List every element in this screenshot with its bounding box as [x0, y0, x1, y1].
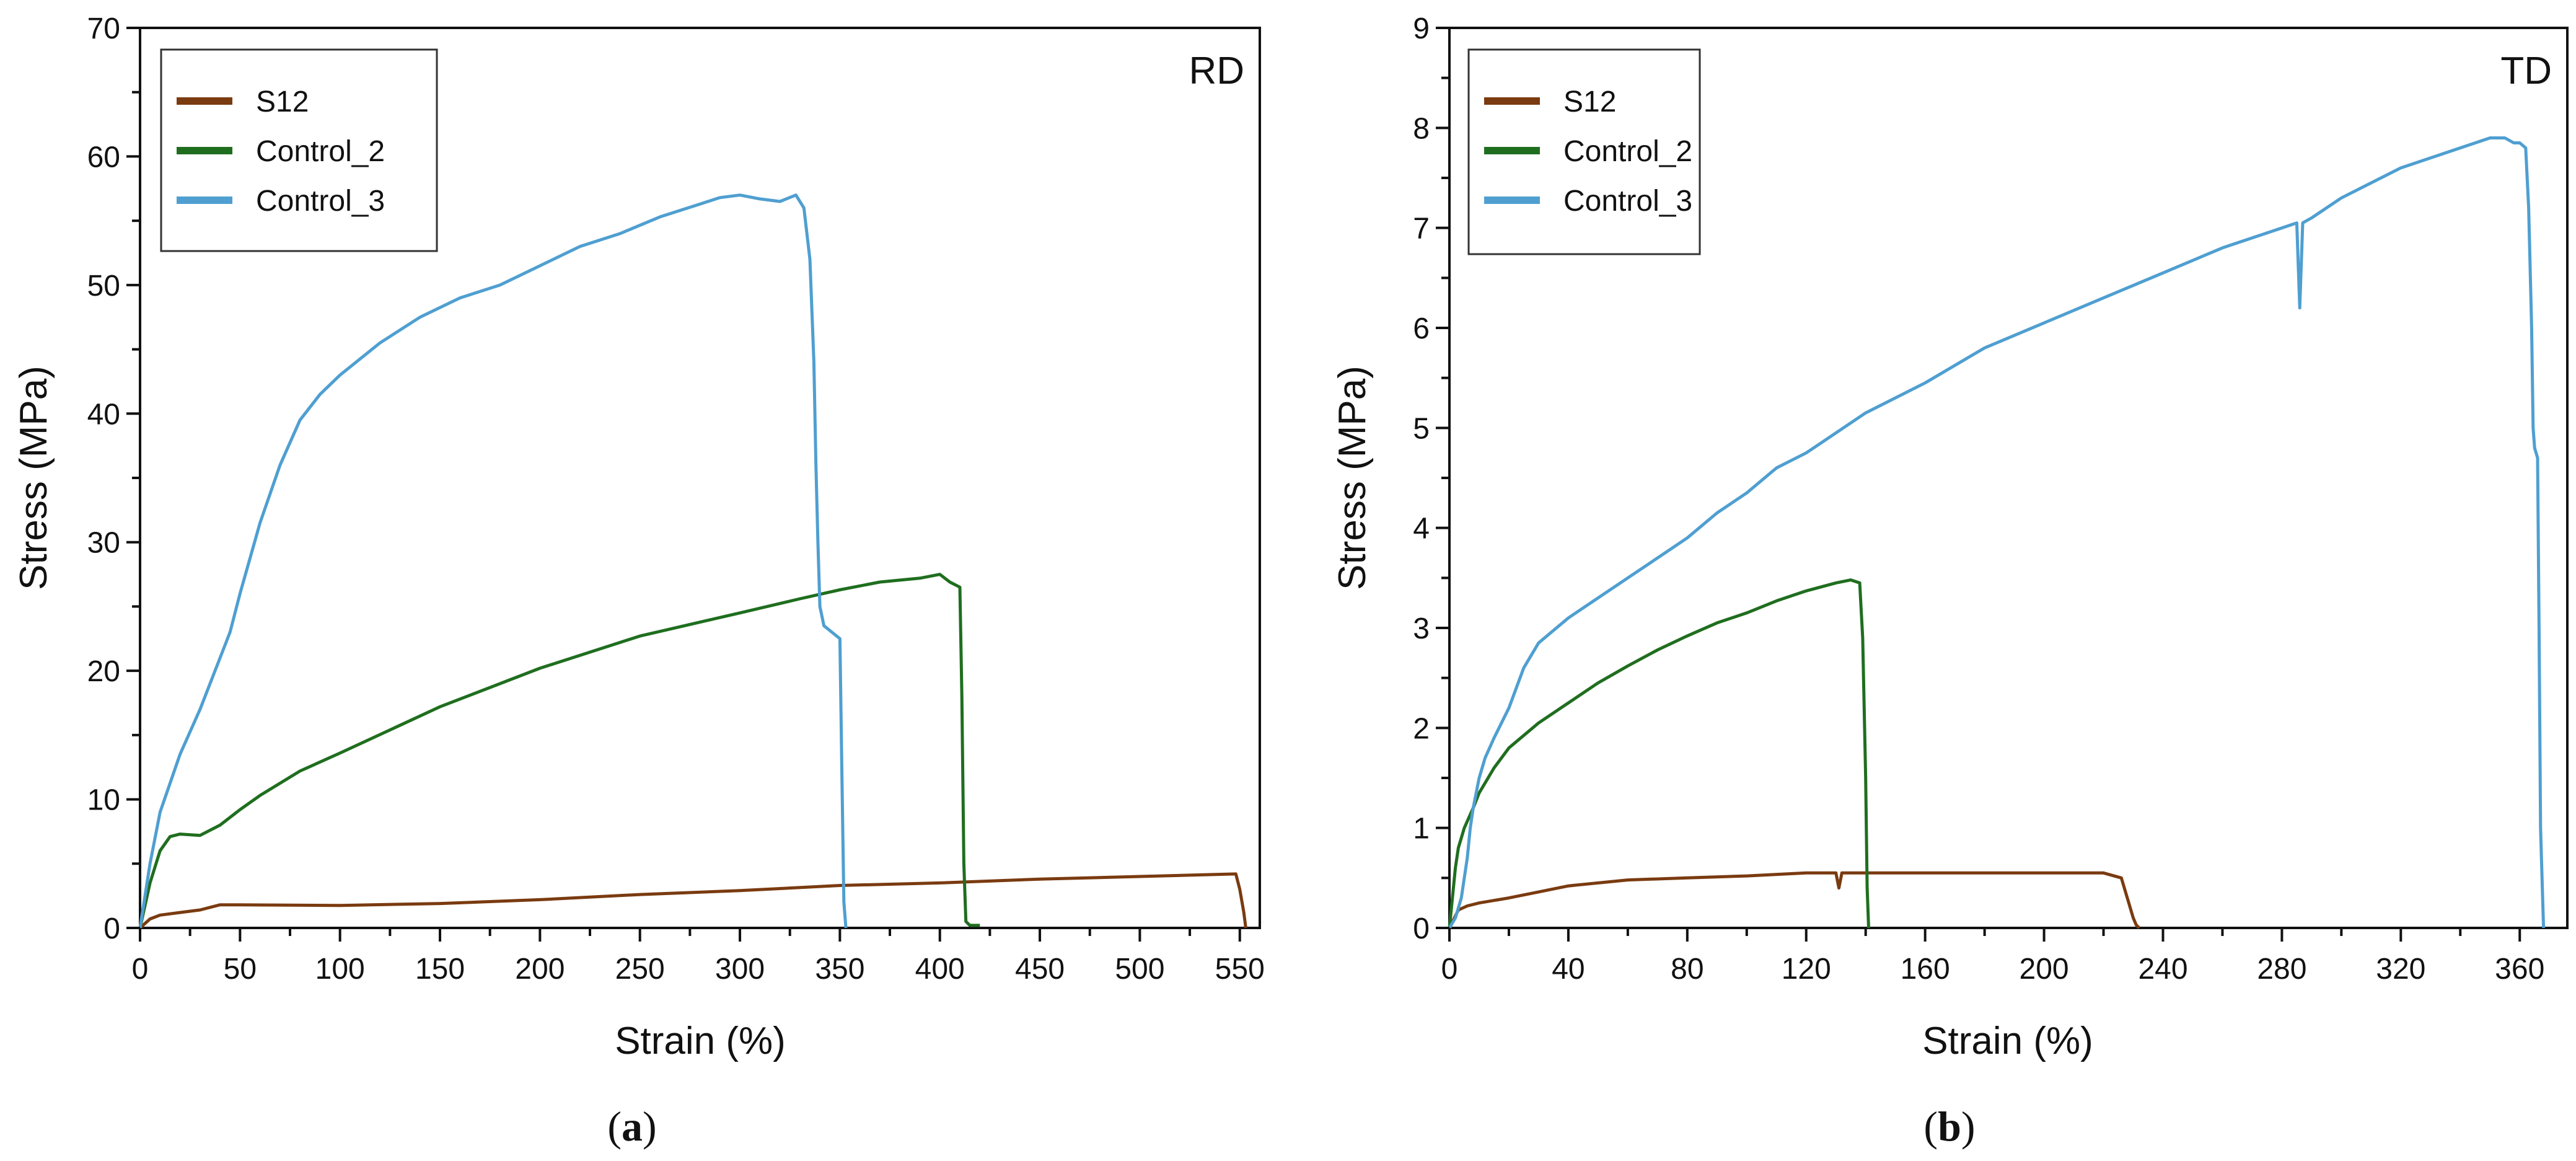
legend-label-control-2: Control_2 [256, 135, 385, 168]
x-tick-label: 240 [2138, 953, 2187, 986]
y-axis-title: Stress (MPa) [12, 366, 55, 590]
caption-letter: b [1938, 1103, 1961, 1150]
panel-label: RD [1189, 50, 1244, 92]
legend-label-control-3: Control_3 [1563, 185, 1692, 218]
x-tick-label: 450 [1015, 953, 1065, 986]
caption-open: ( [607, 1103, 622, 1150]
chart-panel-rd: 0 50 100 150 200 250 300 350 400 450 500 550 0 10 20 30… [12, 12, 1265, 1150]
y-tick-label: 30 [87, 527, 120, 560]
legend: S12 Control_2 Control_3 [160, 48, 438, 252]
legend: S12 Control_2 Control_3 [1467, 48, 1701, 255]
ticks-layer: 0 50 100 150 200 250 300 350 400 450 500 550 0 10 20 30… [87, 12, 1265, 986]
series-line-s12 [139, 872, 1247, 929]
x-tick-label: 280 [2257, 953, 2306, 986]
y-tick-label: 70 [87, 12, 120, 45]
x-tick-label: 160 [1901, 953, 1950, 986]
series-line-s12 [1448, 871, 2140, 929]
x-tick-label: 150 [415, 953, 465, 986]
series-line-control-3 [1448, 136, 2546, 929]
caption-close: ) [643, 1103, 657, 1150]
y-tick-label: 8 [1413, 112, 1430, 145]
x-tick-label: 360 [2495, 953, 2544, 986]
panel-caption: (b) [1923, 1103, 1975, 1150]
x-tick-label: 0 [132, 953, 149, 986]
x-tick-label: 120 [1782, 953, 1831, 986]
x-tick-label: 200 [515, 953, 565, 986]
y-tick-label: 40 [87, 398, 120, 431]
y-tick-label: 6 [1413, 312, 1430, 345]
x-tick-label: 400 [915, 953, 965, 986]
series-layer [1448, 136, 2546, 929]
y-tick-label: 3 [1413, 612, 1430, 645]
series-line-control-3 [138, 193, 848, 929]
legend-label-control-2: Control_2 [1563, 135, 1692, 168]
y-tick-label: 20 [87, 655, 120, 688]
y-tick-label: 60 [87, 141, 120, 174]
x-tick-label: 320 [2376, 953, 2425, 986]
legend-label-control-3: Control_3 [256, 185, 385, 218]
y-tick-label: 10 [87, 784, 120, 817]
series-layer [138, 193, 1247, 929]
x-tick-label: 250 [615, 953, 665, 986]
x-tick-label: 50 [224, 953, 257, 986]
y-tick-label: 5 [1413, 412, 1430, 445]
x-tick-label: 100 [315, 953, 365, 986]
legend-label-s12: S12 [256, 86, 309, 118]
y-tick-label: 0 [103, 912, 120, 945]
y-tick-label: 0 [1413, 912, 1430, 945]
panel-label: TD [2500, 50, 2552, 92]
caption-letter: a [622, 1103, 643, 1150]
x-axis-title: Strain (%) [615, 1020, 786, 1062]
y-axis-title: Stress (MPa) [1331, 366, 1374, 590]
legend-label-s12: S12 [1563, 86, 1616, 118]
x-tick-label: 500 [1115, 953, 1164, 986]
caption-close: ) [1961, 1103, 1976, 1150]
series-line-control-2 [1448, 578, 1870, 929]
x-tick-label: 550 [1215, 953, 1265, 986]
ticks-layer: 0 40 80 120 160 200 240 280 320 360 0 1 2 3 4 5 6 7 8 9 [1413, 12, 2544, 986]
y-tick-label: 1 [1413, 813, 1430, 845]
x-tick-label: 200 [2020, 953, 2069, 986]
x-tick-label: 40 [1552, 953, 1585, 986]
x-axis-title: Strain (%) [1922, 1020, 2093, 1062]
y-tick-label: 7 [1413, 213, 1430, 245]
legend-box [160, 48, 438, 252]
y-tick-label: 9 [1413, 12, 1430, 45]
x-tick-label: 300 [715, 953, 765, 986]
y-tick-label: 50 [87, 270, 120, 302]
caption-open: ( [1923, 1103, 1938, 1150]
y-tick-label: 2 [1413, 712, 1430, 745]
x-tick-label: 80 [1671, 953, 1703, 986]
chart-panel-td: 0 40 80 120 160 200 240 280 320 360 0 1 2 3 4 5 6 7 8 9 Str… [1331, 12, 2569, 1150]
x-tick-label: 350 [815, 953, 864, 986]
y-tick-label: 4 [1413, 513, 1430, 545]
panel-caption: (a) [607, 1103, 656, 1150]
series-line-control-2 [138, 573, 980, 929]
x-tick-label: 0 [1441, 953, 1458, 986]
